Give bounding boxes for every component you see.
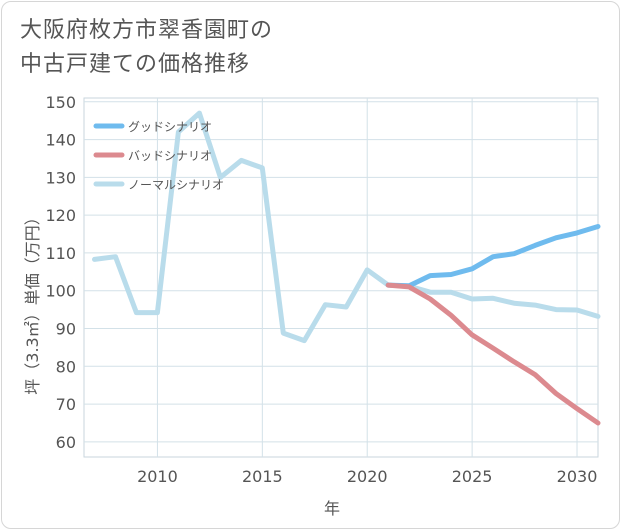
y-tick-150: 150 xyxy=(45,93,76,112)
y-tick-120: 120 xyxy=(45,206,76,225)
normal-scenario-legend-label: ノーマルシナリオ xyxy=(128,178,224,192)
bad-scenario-legend-label: バッドシナリオ xyxy=(128,149,212,163)
x-tick-2025: 2025 xyxy=(452,467,493,486)
bad-scenario-line xyxy=(385,282,601,426)
y-axis-label: 坪（3.3㎡）単価（万円） xyxy=(23,209,42,394)
grid xyxy=(84,98,598,457)
plot-area xyxy=(83,97,599,458)
x-tick-2030: 2030 xyxy=(557,467,598,486)
series-lines xyxy=(92,110,601,426)
y-tick-80: 80 xyxy=(56,357,76,376)
chart-title-line-1: 大阪府枚方市翠香園町の xyxy=(20,18,274,43)
x-tick-2015: 2015 xyxy=(242,467,283,486)
chart-title: 大阪府枚方市翠香園町の 中古戸建ての価格推移 xyxy=(20,14,440,82)
x-tick-2010: 2010 xyxy=(137,467,178,486)
normal-scenario-line xyxy=(92,110,601,344)
x-tick-2020: 2020 xyxy=(347,467,388,486)
y-tick-60: 60 xyxy=(56,433,76,452)
good-scenario-legend-label: グッドシナリオ xyxy=(128,120,212,134)
y-tick-70: 70 xyxy=(56,395,76,414)
y-tick-110: 110 xyxy=(45,244,76,263)
y-tick-100: 100 xyxy=(45,282,76,301)
y-tick-130: 130 xyxy=(45,168,76,187)
x-axis-ticks: 2010 2015 2020 2025 2030 xyxy=(137,467,597,486)
chart-title-line-2: 中古戸建ての価格推移 xyxy=(20,52,251,77)
x-axis-label: 年 xyxy=(324,499,340,518)
y-tick-140: 140 xyxy=(45,131,76,150)
good-scenario-line xyxy=(385,224,601,289)
y-tick-90: 90 xyxy=(56,320,76,339)
y-axis-ticks: 60 70 80 90 100 110 120 130 140 150 xyxy=(45,93,76,452)
